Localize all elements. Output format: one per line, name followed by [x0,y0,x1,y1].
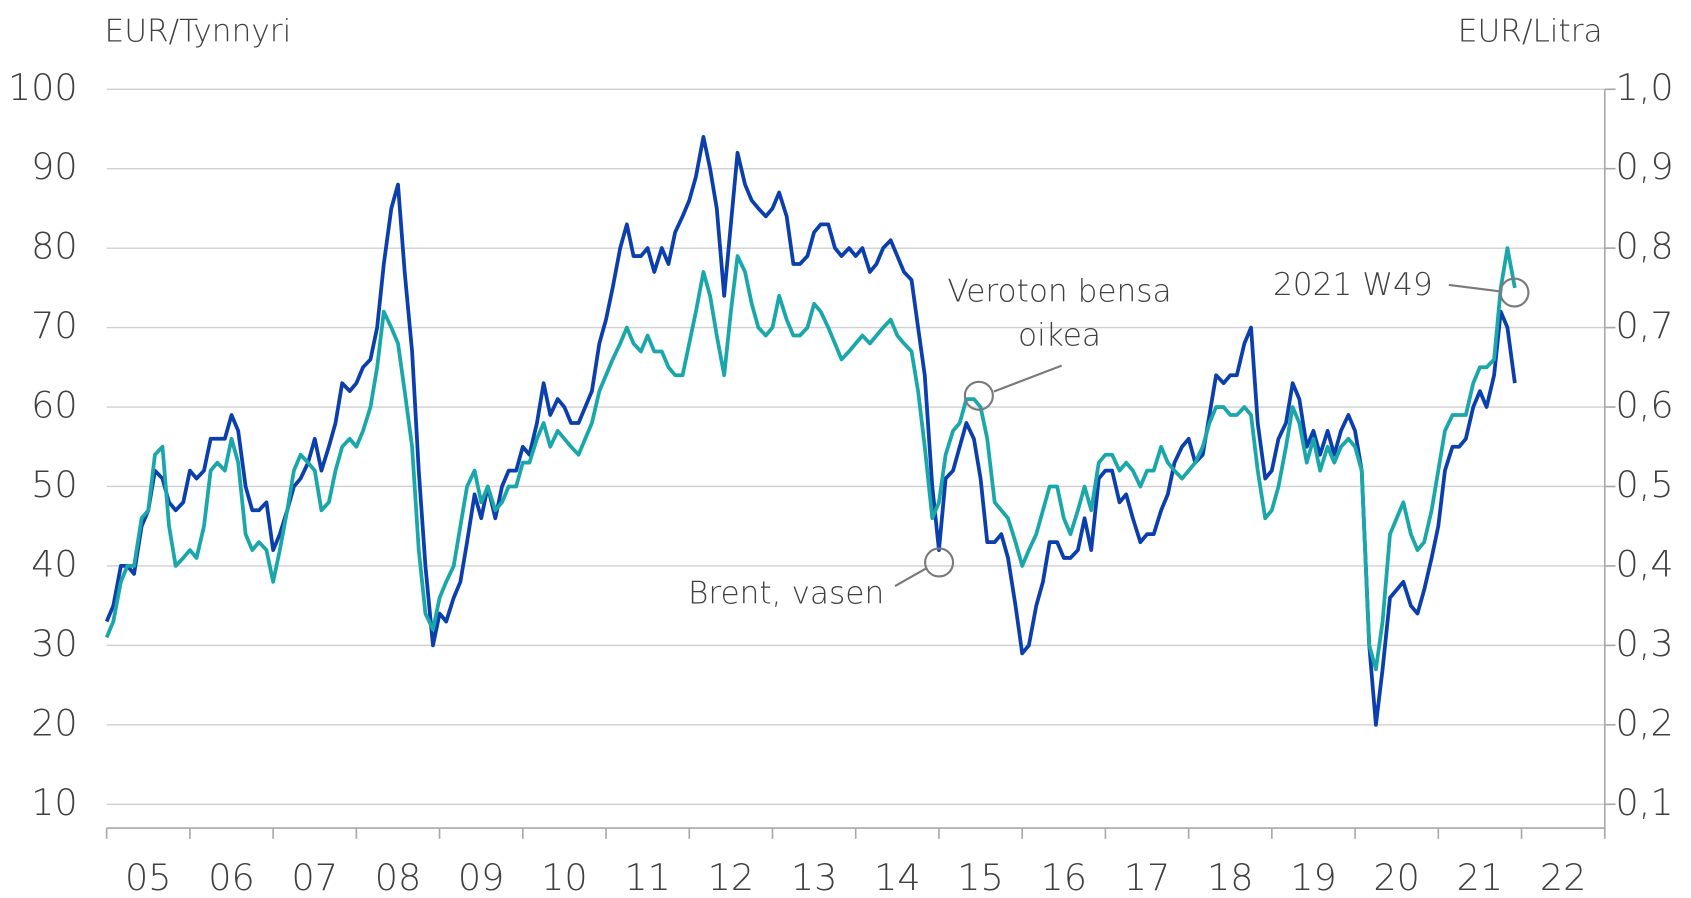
x-tick-label: 19 [1290,856,1337,898]
y2-tick-label: 0,8 [1616,225,1674,268]
y-tick-label: 50 [31,463,78,506]
x-tick-label: 07 [291,856,338,898]
grid: 10 20 30 40 50 60 70 80 90 100 0,1 0,2 0,3 0,4 0,5 0,6 0… [8,66,1674,898]
annotations: Brent, vasen Veroton bensa oikea 2021 W4… [688,267,1530,612]
annotation: Veroton bensa [947,274,1171,310]
x-tick-label: 11 [624,856,671,898]
y-axis-title: EUR/Tynnyri [105,13,292,49]
y-tick-label: 80 [31,225,78,268]
annotation-leader [1448,283,1501,293]
y2-axis-title: EUR/Litra [1458,13,1603,49]
x-tick-label: 06 [208,856,255,898]
y2-tick-label: 0,4 [1616,542,1674,585]
y-tick-label: 100 [8,66,78,109]
y2-tick-label: 0,6 [1616,384,1674,427]
annotation-leader [894,566,928,588]
annotation-leader [993,364,1063,393]
annotation: Brent, vasen [688,576,884,612]
x-tick-label: 17 [1124,856,1171,898]
y-tick-label: 10 [31,781,78,824]
x-tick-label: 09 [458,856,505,898]
x-tick-label: 22 [1540,856,1587,898]
x-tick-label: 12 [708,856,755,898]
series-line [104,135,1517,727]
x-tick-label: 08 [375,856,422,898]
annotation-circle [963,380,994,411]
annotation-circle [1499,277,1530,308]
y-tick-label: 70 [31,304,78,347]
y2-tick-label: 1,0 [1616,66,1674,109]
y2-tick-label: 0,2 [1616,701,1674,744]
annotation: 2021 W49 [1273,267,1433,303]
y2-tick-label: 0,3 [1616,622,1674,665]
series-line [104,246,1517,672]
lines [104,135,1517,727]
y-tick-label: 40 [31,542,78,585]
x-tick-label: 18 [1207,856,1254,898]
x-tick-label: 21 [1457,856,1504,898]
y-tick-label: 60 [31,384,78,427]
x-tick-label: 14 [874,856,921,898]
y2-tick-label: 0,1 [1616,781,1674,824]
y2-tick-label: 0,5 [1616,463,1674,506]
x-tick-label: 20 [1373,856,1420,898]
x-tick-label: 13 [791,856,838,898]
x-tick-label: 05 [125,856,172,898]
x-tick-label: 10 [541,856,588,898]
y-tick-label: 30 [31,622,78,665]
y2-tick-label: 0,7 [1616,304,1674,347]
x-tick-label: 16 [1041,856,1088,898]
y-tick-label: 20 [31,701,78,744]
y-tick-label: 90 [31,145,78,188]
y2-tick-label: 0,9 [1616,145,1674,188]
x-tick-label: 15 [957,856,1004,898]
annotation: oikea [1018,318,1101,354]
annotation-circle [924,547,955,578]
